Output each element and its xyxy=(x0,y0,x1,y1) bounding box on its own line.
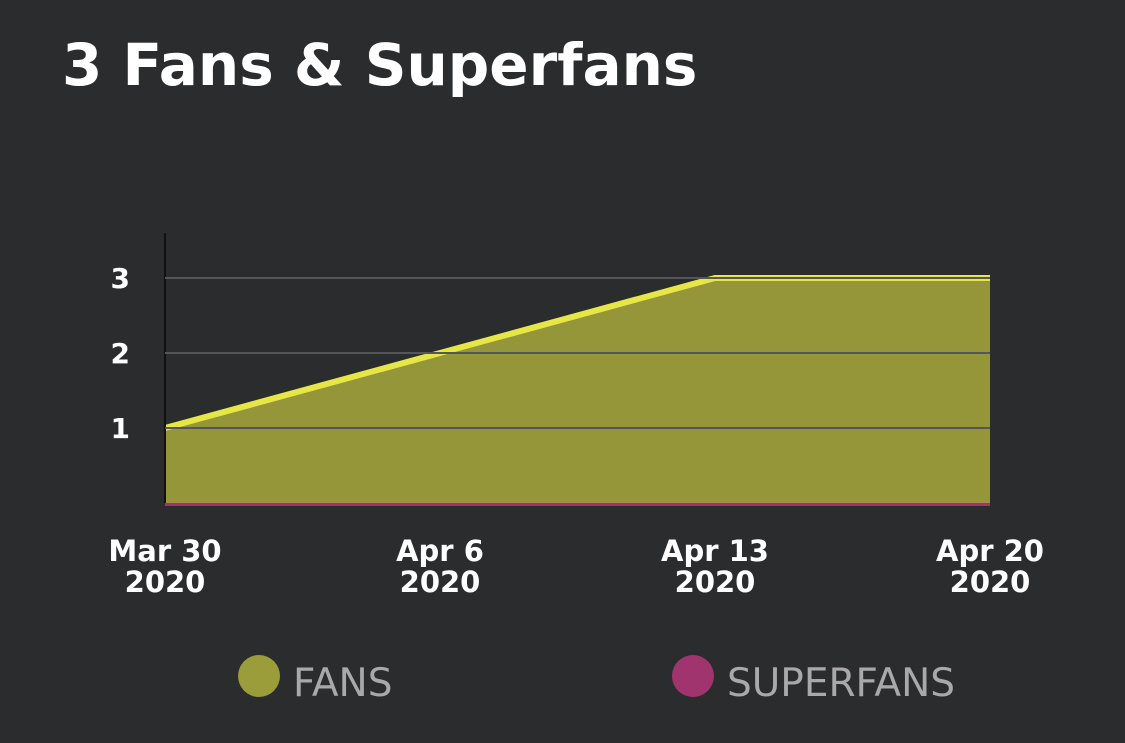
marks xyxy=(164,275,990,506)
legend-swatch xyxy=(672,655,714,697)
x-tick-label: Mar 30 2020 xyxy=(108,534,222,599)
grid xyxy=(165,277,990,429)
x-tick-label: Apr 13 2020 xyxy=(661,534,769,599)
x-tick-label: Apr 20 2020 xyxy=(936,534,1044,599)
y-tick-label: 2 xyxy=(111,337,130,370)
legend-label: FANS xyxy=(293,661,392,706)
legend-label: SUPERFANS xyxy=(727,661,955,706)
legend-swatch xyxy=(238,655,280,697)
x-tick-label: Apr 6 2020 xyxy=(396,534,484,599)
y-tick-label: 1 xyxy=(111,412,130,445)
area xyxy=(165,278,990,503)
y-tick-label: 3 xyxy=(111,262,130,295)
chart-title: 3 Fans & Superfans xyxy=(62,31,697,99)
